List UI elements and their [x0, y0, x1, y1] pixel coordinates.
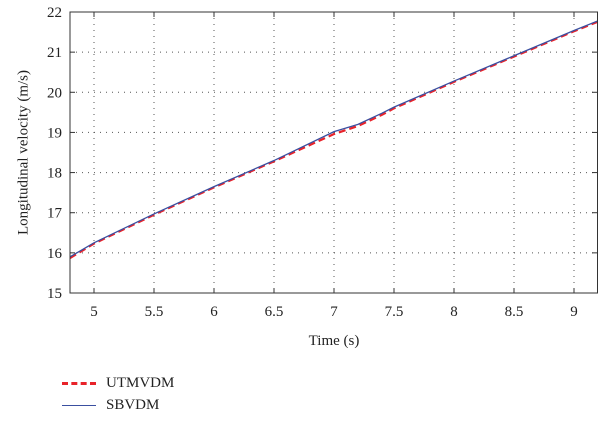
x-tick-label: 6.5: [265, 304, 284, 320]
legend-swatch-utmvdm: [62, 381, 96, 385]
legend: UTMVDM SBVDM: [62, 372, 174, 416]
y-tick-label: 18: [47, 166, 62, 182]
x-tick-label: 6: [210, 304, 218, 320]
y-tick-label: 16: [47, 246, 63, 262]
y-tick-label: 15: [47, 286, 62, 302]
series-layer: [69, 20, 598, 260]
ticks: 5 5.5 6 6.5 7 7.5 8 8.5 9 15 16 17 18 19 20 21 22: [47, 5, 597, 320]
y-tick-label: 17: [47, 206, 63, 222]
x-tick-label: 7: [330, 304, 338, 320]
x-tick-label: 8: [450, 304, 458, 320]
y-tick-label: 19: [47, 125, 62, 141]
x-tick-label: 9: [570, 304, 578, 320]
x-tick-label: 5: [90, 304, 98, 320]
legend-label-sbvdm: SBVDM: [106, 396, 160, 413]
x-tick-label: 8.5: [505, 304, 524, 320]
grid: [70, 12, 598, 293]
y-tick-label: 20: [47, 85, 62, 101]
x-tick-label: 5.5: [145, 304, 164, 320]
legend-label-utmvdm: UTMVDM: [106, 374, 175, 391]
y-axis-label: Longitudinal velocity (m/s): [15, 70, 31, 235]
x-axis-label: Time (s): [309, 333, 360, 349]
series-line-utmvdm: [69, 20, 598, 260]
y-tick-label: 21: [47, 45, 62, 61]
legend-swatch-sbvdm: [62, 404, 96, 406]
series-line-sbvdm: [69, 20, 598, 258]
x-tick-label: 7.5: [385, 304, 404, 320]
legend-item-sbvdm: SBVDM: [62, 394, 174, 416]
legend-item-utmvdm: UTMVDM: [62, 372, 174, 394]
y-tick-label: 22: [47, 5, 62, 21]
